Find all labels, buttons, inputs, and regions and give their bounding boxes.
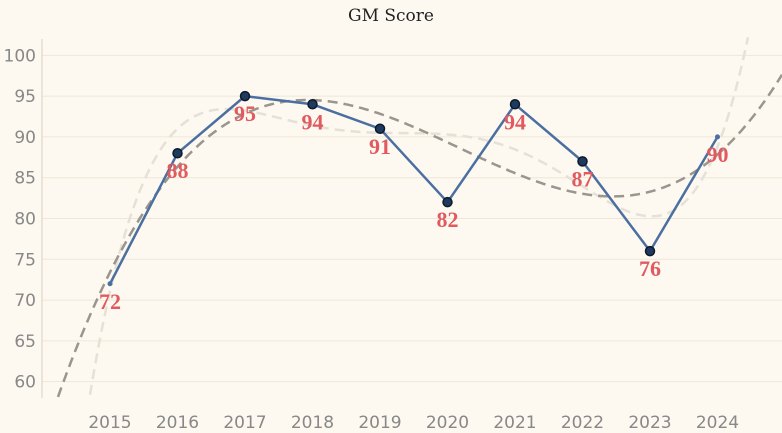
data-point bbox=[307, 99, 318, 110]
data-label: 82 bbox=[437, 207, 459, 232]
series-layer bbox=[107, 90, 720, 287]
data-point bbox=[374, 123, 386, 134]
data-label: 91 bbox=[369, 134, 391, 159]
x-tick-label: 2022 bbox=[561, 413, 604, 433]
grid-layer bbox=[42, 54, 782, 383]
x-tick-label: 2023 bbox=[628, 413, 671, 433]
data-label: 88 bbox=[167, 158, 189, 183]
y-tick-label: 70 bbox=[14, 291, 36, 311]
trend-line-light bbox=[88, 37, 750, 396]
data-point bbox=[107, 281, 113, 287]
data-point bbox=[715, 134, 720, 140]
data-label: 94 bbox=[504, 109, 526, 134]
y-tick-label: 75 bbox=[14, 250, 36, 270]
x-tick-label: 2021 bbox=[493, 413, 536, 433]
x-tick-label: 2017 bbox=[223, 413, 266, 433]
y-tick-label: 90 bbox=[14, 128, 36, 148]
y-tick-label: 80 bbox=[14, 210, 36, 230]
x-tick-label: 2018 bbox=[291, 413, 334, 433]
x-tick-label: 2020 bbox=[426, 413, 469, 433]
data-label: 72 bbox=[99, 289, 121, 314]
trend-layer bbox=[56, 37, 782, 398]
data-point bbox=[239, 90, 251, 102]
data-label: 76 bbox=[639, 256, 661, 281]
x-tick-label: 2015 bbox=[88, 413, 131, 433]
trend-line-dark bbox=[56, 74, 782, 398]
data-point bbox=[442, 196, 453, 208]
data-label: 90 bbox=[707, 142, 729, 167]
series-line bbox=[108, 94, 719, 285]
x-tick-label: 2019 bbox=[358, 413, 401, 433]
x-tick-label: 2016 bbox=[156, 413, 199, 433]
data-point bbox=[644, 245, 656, 257]
y-tick-label: 65 bbox=[14, 332, 36, 352]
y-tick-label: 100 bbox=[4, 46, 36, 66]
y-tick-label: 85 bbox=[14, 169, 36, 189]
data-point bbox=[509, 99, 521, 110]
data-label: 94 bbox=[302, 109, 324, 134]
chart-title: GM Score bbox=[348, 6, 434, 26]
y-tick-label: 60 bbox=[14, 373, 36, 393]
x-tick-label: 2024 bbox=[696, 413, 739, 433]
y-tick-label: 95 bbox=[14, 87, 36, 107]
data-point bbox=[172, 147, 183, 159]
data-point bbox=[577, 156, 588, 167]
label-layer: 72 88 95 94 91 82 94 87 76 90 bbox=[99, 101, 729, 314]
data-label: 95 bbox=[234, 101, 256, 126]
data-label: 87 bbox=[572, 166, 594, 191]
axis-layer: 60 65 70 75 80 85 90 95 100 2015 2016 2017 2018 2019 2… bbox=[4, 39, 739, 433]
